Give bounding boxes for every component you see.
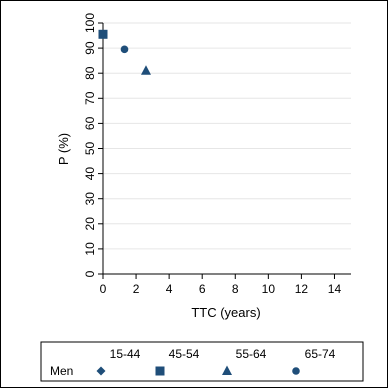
y-tick-label: 50 [83,142,97,156]
legend-label: 65-74 [305,347,336,361]
y-tick-label: 30 [83,192,97,206]
legend-group-label: Men [50,364,73,378]
y-axis-label: P (%) [56,133,71,165]
y-tick-label: 60 [83,116,97,130]
y-tick-label: 10 [83,242,97,256]
legend-marker-circle [292,367,300,375]
x-ticks: 0 2 4 6 8 10 12 14 [100,274,342,296]
data-point-square [98,29,108,39]
y-tick-label: 80 [83,66,97,80]
x-tick-label: 2 [133,282,140,296]
legend-box [40,341,364,382]
x-tick-label: 14 [328,282,342,296]
data-points [98,29,151,75]
data-point-circle [120,45,129,54]
legend-marker-diamond [96,366,106,376]
y-ticks: 0 10 20 30 40 50 60 70 80 90 100 [83,13,103,277]
y-tick-label: 20 [83,217,97,231]
x-tick-label: 4 [166,282,173,296]
x-tick-label: 0 [100,282,107,296]
x-tick-label: 12 [295,282,309,296]
legend-label: 15-44 [110,347,141,361]
y-tick-label: 0 [83,270,97,277]
y-tick-label: 40 [83,167,97,181]
legend-label: 45-54 [169,347,200,361]
legend: Men 15-44 45-54 55-64 65-74 [40,341,364,382]
y-tick-label: 100 [83,13,97,33]
x-tick-label: 10 [262,282,276,296]
x-tick-label: 8 [232,282,239,296]
x-axis-label: TTC (years) [191,305,260,320]
legend-marker-square [155,366,165,376]
y-tick-label: 90 [83,41,97,55]
y-tick-label: 70 [83,91,97,105]
grid [103,22,351,250]
data-point-triangle [140,65,151,75]
legend-label: 55-64 [236,347,267,361]
legend-marker-triangle [222,365,232,375]
x-tick-label: 6 [199,282,206,296]
